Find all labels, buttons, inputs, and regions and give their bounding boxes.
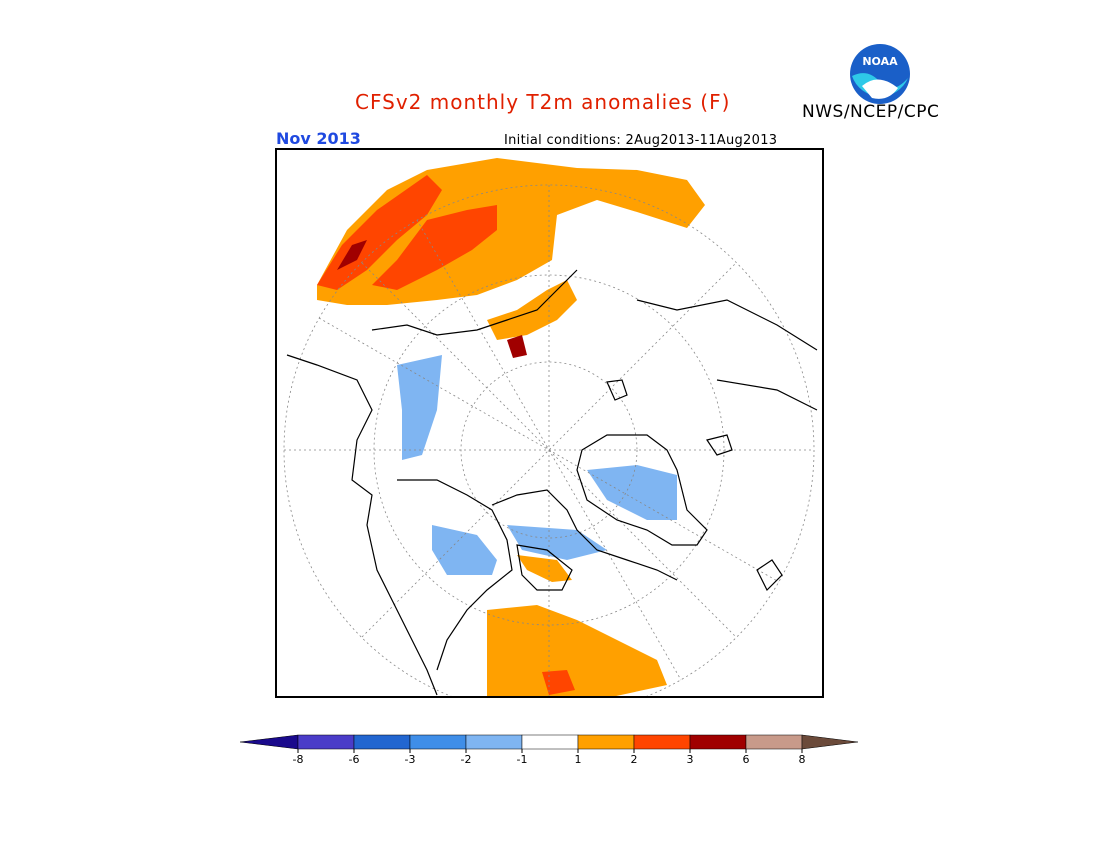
legend-tick-label: -3: [405, 753, 416, 766]
legend-tick-label: 2: [631, 753, 638, 766]
coastline-iceland: [706, 434, 733, 456]
cool-anomaly-canada: [507, 525, 607, 560]
warm-anomaly-atlantic-hot: [542, 670, 575, 695]
noaa-logo: NOAA: [848, 42, 912, 106]
coastline-canada: [491, 489, 678, 581]
legend-tick-label: 3: [687, 753, 694, 766]
coastline-eurasia-north: [371, 269, 578, 336]
legend-swatch: [465, 734, 523, 750]
coastline-europe: [716, 379, 818, 411]
legend-tick-label: 8: [799, 753, 806, 766]
polar-map: [283, 158, 818, 696]
legend-swatch: [745, 734, 803, 750]
legend-tick-label: -2: [461, 753, 472, 766]
warm-anomaly-hot: [337, 240, 367, 270]
cool-anomaly-greenland: [587, 465, 677, 520]
coastline-eurasia-west: [286, 354, 438, 696]
cool-anomaly-siberia: [397, 355, 442, 460]
warm-anomaly-kamchatka: [487, 280, 577, 340]
legend-swatch: [409, 734, 467, 750]
legend-tick-label: -1: [517, 753, 528, 766]
warm-anomaly-atlantic: [487, 605, 667, 696]
legend-swatch: [633, 734, 691, 750]
legend-swatch: [577, 734, 635, 750]
cool-anomaly-alaska: [432, 525, 497, 575]
map-panel: [275, 148, 824, 698]
legend-swatch: [297, 734, 355, 750]
legend-tick-label: -8: [293, 753, 304, 766]
legend-swatch: [521, 734, 579, 750]
legend-swatch: [689, 734, 747, 750]
agency-label: NWS/NCEP/CPC: [802, 102, 940, 122]
legend-swatch: [353, 734, 411, 750]
color-legend: -8 -6 -3 -2 -1 1 2 3 6 8: [239, 733, 860, 773]
coastline-british-isles: [756, 559, 783, 592]
coastline-north-america: [397, 479, 513, 671]
map-title: CFSv2 monthly T2m anomalies (F): [355, 90, 731, 114]
coastline-east-asia: [636, 299, 818, 351]
initial-conditions: Initial conditions: 2Aug2013-11Aug2013: [504, 133, 778, 148]
legend-arrow-high: [801, 734, 859, 750]
coastline-svalbard: [606, 379, 628, 401]
forecast-month: Nov 2013: [276, 129, 361, 148]
coastline-hudson-bay: [516, 544, 573, 591]
legend-tick-label: -6: [349, 753, 360, 766]
legend-tick-label: 1: [575, 753, 582, 766]
warm-anomaly-strong-2: [372, 205, 497, 290]
warm-anomaly-hot-2: [507, 335, 527, 358]
logo-text: NOAA: [862, 55, 898, 68]
legend-tick-label: 6: [743, 753, 750, 766]
coastline-greenland: [576, 434, 708, 546]
warm-anomaly-hudson: [517, 555, 572, 582]
coastlines: [286, 269, 818, 696]
anomaly-fills: [317, 158, 705, 696]
legend-arrow-low: [239, 734, 299, 750]
